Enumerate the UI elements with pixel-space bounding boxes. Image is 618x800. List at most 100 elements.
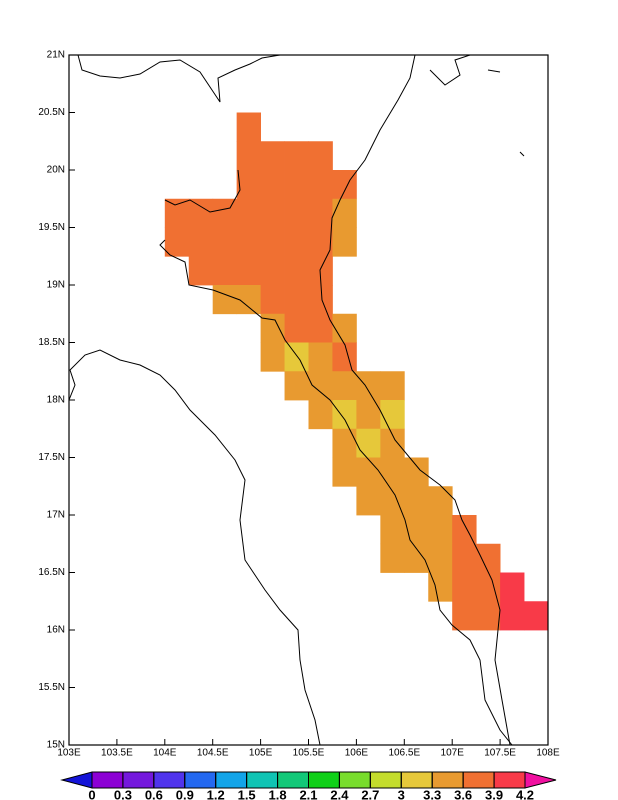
- x-tick-label: 107E: [441, 748, 465, 759]
- grid-cell: [308, 170, 333, 200]
- grid-cell: [428, 515, 453, 545]
- colorbar-label: 0.9: [176, 787, 194, 800]
- colorbar-box: [462, 771, 495, 789]
- grid-cell: [380, 515, 405, 545]
- colorbar-box: [493, 771, 526, 789]
- colorbar-label: 3.9: [485, 787, 503, 800]
- grid-cell: [380, 428, 405, 458]
- colorbar-label: 0.3: [114, 787, 132, 800]
- colorbar-label: 1.5: [238, 787, 256, 800]
- y-tick-label: 19.5N: [38, 222, 65, 233]
- x-tick-label: 108E: [536, 748, 560, 759]
- grid-cell: [332, 198, 357, 228]
- grid-cell: [284, 141, 309, 171]
- grid-cell: [164, 198, 190, 228]
- grid-cell: [404, 486, 429, 516]
- x-tick-label: 104.5E: [197, 748, 229, 759]
- x-tick-label: 104E: [153, 748, 177, 759]
- colorbar-box: [153, 771, 186, 789]
- grid-cell: [284, 198, 309, 228]
- grid-cell: [380, 400, 405, 430]
- x-tick-label: 103.5E: [101, 748, 133, 759]
- coastline: [319, 55, 511, 745]
- grid-cell: [164, 227, 190, 257]
- grid-cell: [284, 313, 309, 343]
- colorbar-box: [91, 771, 124, 789]
- grid-cell: [356, 428, 381, 458]
- grid-cell: [428, 486, 453, 516]
- grid-cell: [500, 572, 525, 602]
- colorbar-box: [246, 771, 279, 789]
- grid-cell: [308, 400, 333, 430]
- grid-cell: [308, 285, 333, 315]
- colorbar-box: [431, 771, 464, 789]
- grid-cell: [308, 313, 333, 343]
- colorbar-label: 3.6: [454, 787, 472, 800]
- grid-cell: [356, 486, 381, 516]
- grid-cell: [404, 515, 429, 545]
- grid-cell: [476, 601, 501, 631]
- grid-cell: [236, 112, 261, 142]
- x-tick-label: 107.5E: [484, 748, 516, 759]
- grid-cell: [236, 285, 261, 315]
- grid-cell: [284, 227, 309, 257]
- grid-cell: [260, 170, 285, 200]
- grid-cell: [404, 457, 429, 487]
- grid-cell: [236, 227, 261, 257]
- y-tick-label: 20N: [47, 165, 65, 176]
- colorbar-label: 0.6: [145, 787, 163, 800]
- grid-cell: [236, 170, 261, 200]
- colorbar-arrow-high: [524, 771, 557, 789]
- colorbar-box: [122, 771, 155, 789]
- grid-cell: [212, 256, 238, 286]
- coastlines: [69, 55, 525, 745]
- colorbar-box: [369, 771, 402, 789]
- x-tick-label: 106E: [345, 748, 369, 759]
- grid-cell: [332, 457, 357, 487]
- colorbar-label: 3.3: [423, 787, 441, 800]
- x-tick-label: 103E: [57, 748, 81, 759]
- border: [159, 169, 513, 745]
- grid-cell: [308, 371, 333, 401]
- grid-cell: [452, 572, 477, 602]
- grid-cell: [212, 198, 238, 228]
- y-tick-label: 20.5N: [38, 107, 65, 118]
- colorbar-box: [184, 771, 217, 789]
- grid-cell: [236, 141, 261, 171]
- y-tick-label: 21N: [47, 50, 65, 61]
- grid-cell: [332, 371, 357, 401]
- colorbar-arrow-low: [60, 771, 93, 789]
- grid-cell: [380, 457, 405, 487]
- y-tick-label: 17.5N: [38, 452, 65, 463]
- y-tick-label: 15N: [47, 740, 65, 751]
- grid-cell: [260, 285, 285, 315]
- y-tick-label: 16N: [47, 625, 65, 636]
- y-tick-label: 18N: [47, 395, 65, 406]
- grid-cell: [212, 285, 238, 315]
- grid-cell: [308, 198, 333, 228]
- y-tick-label: 17N: [47, 510, 65, 521]
- grid-cell: [332, 400, 357, 430]
- coastline: [429, 55, 525, 157]
- colorbar-box: [277, 771, 310, 789]
- colorbar: 0 0.3 0.6 0.9 1.2 1.5 1.8 2.1 2.4 2.7 3 3.3 3.6 3.9 4.…: [60, 771, 557, 800]
- grid-cell: [284, 285, 309, 315]
- colorbar-label: 2.4: [330, 787, 349, 800]
- grid-cell: [380, 371, 405, 401]
- grid-cell: [356, 371, 381, 401]
- y-tick-label: 15.5N: [38, 682, 65, 693]
- grid-cell: [212, 227, 238, 257]
- grid-cell: [332, 342, 357, 372]
- grid-cell: [188, 198, 214, 228]
- grid-cell: [260, 141, 285, 171]
- grid-cell: [308, 342, 333, 372]
- colorbar-box: [308, 771, 340, 789]
- grid-cell: [476, 543, 501, 573]
- grid-cell: [260, 256, 285, 286]
- colorbar-box: [400, 771, 433, 789]
- grid-cell: [524, 601, 549, 631]
- colorbar-label: 2.7: [361, 787, 379, 800]
- x-tick-label: 105E: [249, 748, 273, 759]
- grid-cell: [428, 543, 453, 573]
